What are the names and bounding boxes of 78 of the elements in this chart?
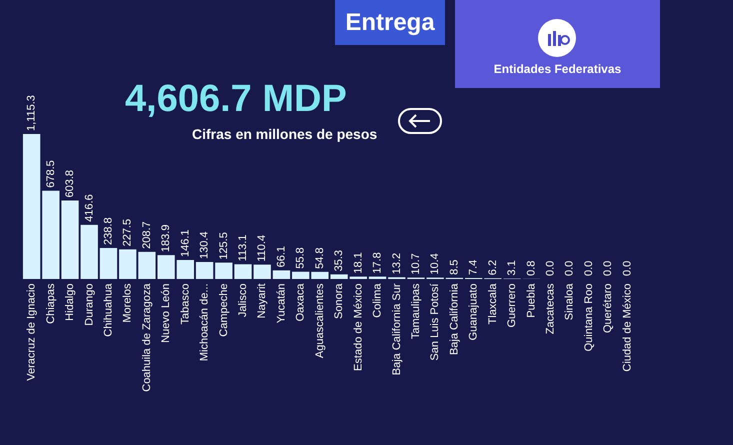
x-tick-label: Guerrero	[506, 284, 518, 328]
data-label: 13.2	[390, 252, 403, 274]
data-label: 10.4	[429, 253, 442, 275]
x-tick-label: Chiapas	[44, 283, 57, 324]
x-tick-label: Baja California	[448, 282, 460, 356]
data-label: 7.4	[468, 260, 480, 276]
data-label: 35.3	[333, 250, 346, 272]
x-tick-label: Yucatán	[275, 284, 288, 324]
text: Entrega	[335, 0, 445, 45]
chart-title: 4,606.7 MDP	[125, 78, 347, 121]
x-tick-label: Aguascalientes	[314, 283, 326, 358]
data-label: 8.5	[448, 260, 460, 275]
data-label: 66.1	[275, 246, 288, 268]
data-label: 125.5	[218, 232, 230, 260]
x-tick-label: Zacatecas	[544, 283, 557, 334]
chart-subtitle: Cifras en millones de pesos	[192, 126, 378, 142]
data-label: 54.8	[314, 247, 326, 269]
data-label: 10.7	[410, 253, 422, 275]
data-label: 6.2	[486, 260, 499, 276]
x-tick-label: Estado de México	[352, 284, 364, 371]
data-label: 0.0	[621, 260, 634, 276]
x-tick-label: Chihuahua	[102, 282, 114, 337]
x-tick-label: Puebla	[525, 282, 538, 318]
data-label: 3.1	[506, 260, 518, 276]
x-tick-label: Nayarit	[256, 284, 268, 318]
x-tick-label: Sinaloa	[564, 282, 576, 320]
x-tick-label: Tlaxcala	[486, 282, 499, 324]
data-label: 0.0	[544, 260, 557, 276]
x-tick-label: Campeche	[218, 284, 230, 337]
bar	[100, 248, 118, 279]
x-tick-label: Ciudad de México	[621, 284, 634, 372]
bar	[138, 252, 156, 279]
x-tick-label: Oaxaca	[294, 282, 307, 322]
bar	[234, 264, 252, 279]
data-label: 0.0	[582, 260, 595, 276]
x-tick-label: Tamaulipas	[410, 283, 422, 340]
x-tick-label: Quintana Roo	[582, 284, 595, 352]
x-tick-label: San Luis Potosí	[429, 282, 442, 361]
x-tick-label: Colima	[372, 282, 384, 318]
x-tick-label: Sonora	[333, 282, 346, 319]
bar	[272, 270, 290, 279]
x-tick-label: Michoacán de...	[198, 284, 211, 362]
x-tick-label: Querétaro	[602, 284, 614, 334]
data-label: 416.6	[83, 194, 96, 222]
x-tick-label: Coahuila de Zaragoza	[140, 282, 153, 392]
data-label: 18.1	[352, 252, 364, 274]
data-label: 146.1	[179, 229, 192, 258]
x-tick-label: Veracruz de Ignacio	[26, 284, 38, 381]
x-tick-label: Hidalgo	[64, 284, 76, 321]
x-tick-label: Tabasco	[179, 284, 192, 324]
data-label: 678.5	[44, 160, 57, 188]
text: Entidades Federativas	[492, 62, 622, 76]
data-label: 208.7	[140, 221, 153, 249]
data-label: 17.8	[372, 252, 384, 274]
data-label: 603.8	[64, 170, 76, 198]
x-tick-label: Jalisco	[237, 284, 250, 318]
x-tick-label: Durango	[83, 284, 96, 326]
data-label: 130.4	[198, 232, 211, 260]
bar	[215, 262, 232, 279]
bar	[196, 262, 214, 279]
x-tick-label: Nuevo León	[160, 284, 172, 343]
x-tick-label: Morelos	[122, 283, 134, 323]
bar	[61, 200, 79, 279]
bar	[254, 264, 271, 279]
data-label: 55.8	[294, 247, 307, 269]
data-label: 238.8	[102, 217, 114, 245]
data-label: 1,115.3	[26, 95, 38, 131]
data-label: 183.9	[160, 224, 172, 252]
x-tick-label: Baja California Sur	[390, 283, 403, 376]
x-tick-label: Guanajuato	[468, 284, 480, 340]
data-label: 0.8	[525, 260, 538, 276]
data-label: 113.1	[237, 234, 250, 262]
data-label: 110.4	[256, 234, 268, 262]
bar	[119, 249, 136, 279]
bar	[80, 224, 98, 279]
data-label: 227.5	[122, 218, 134, 246]
data-label: 0.0	[564, 260, 576, 276]
data-label: 0.0	[602, 260, 614, 276]
